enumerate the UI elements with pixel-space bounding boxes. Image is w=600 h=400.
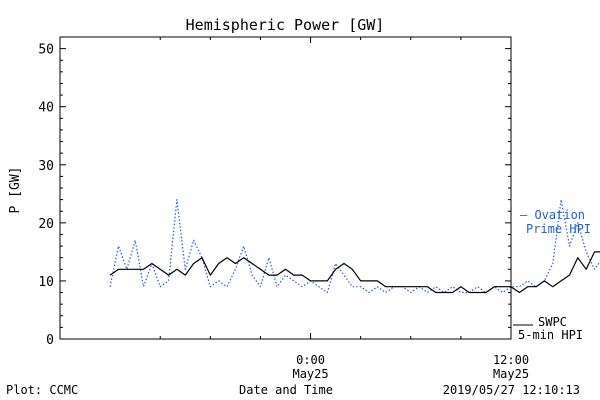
y-tick-label-3: 30 — [38, 159, 54, 174]
legend-swpc-line2: 5-min HPI — [518, 328, 583, 342]
series-swpc-line — [109, 251, 600, 294]
legend-ovation-line2: Prime HPI — [526, 222, 591, 236]
y-tick-label-0: 0 — [46, 333, 54, 348]
y-tick-label-5: 50 — [38, 43, 54, 58]
legend-ovation: — Ovation Prime HPI — [520, 208, 591, 236]
x-axis: 0:00May2512:00May250:00May2612:00May260:… — [159, 37, 529, 381]
chart-title: Hemispheric Power [GW] — [186, 16, 385, 34]
legend-swpc-line1: SWPC — [538, 315, 567, 329]
legend-swpc: SWPC 5-min HPI — [513, 315, 583, 342]
footer-timestamp: 2019/05/27 12:10:13 — [443, 383, 580, 397]
x-tick-label-date-0: May25 — [292, 367, 328, 381]
footer-plot-credit: Plot: CCMC — [6, 383, 78, 397]
y-tick-label-1: 10 — [38, 275, 54, 290]
y-axis-label: P [GW] — [8, 167, 23, 214]
x-tick-label-date-1: May25 — [493, 367, 529, 381]
y-tick-label-2: 20 — [38, 217, 54, 232]
x-tick-label-time-1: 12:00 — [493, 353, 529, 367]
series-ovation-line — [109, 199, 600, 294]
plot-frame — [59, 36, 512, 340]
y-tick-label-4: 40 — [38, 101, 54, 116]
series-layer — [109, 199, 600, 294]
x-axis-label: Date and Time — [239, 383, 333, 397]
y-axis: 0 10 20 30 40 50 — [38, 43, 511, 348]
x-tick-label-time-0: 0:00 — [296, 353, 325, 367]
legend-ovation-line1: — Ovation — [520, 208, 585, 222]
